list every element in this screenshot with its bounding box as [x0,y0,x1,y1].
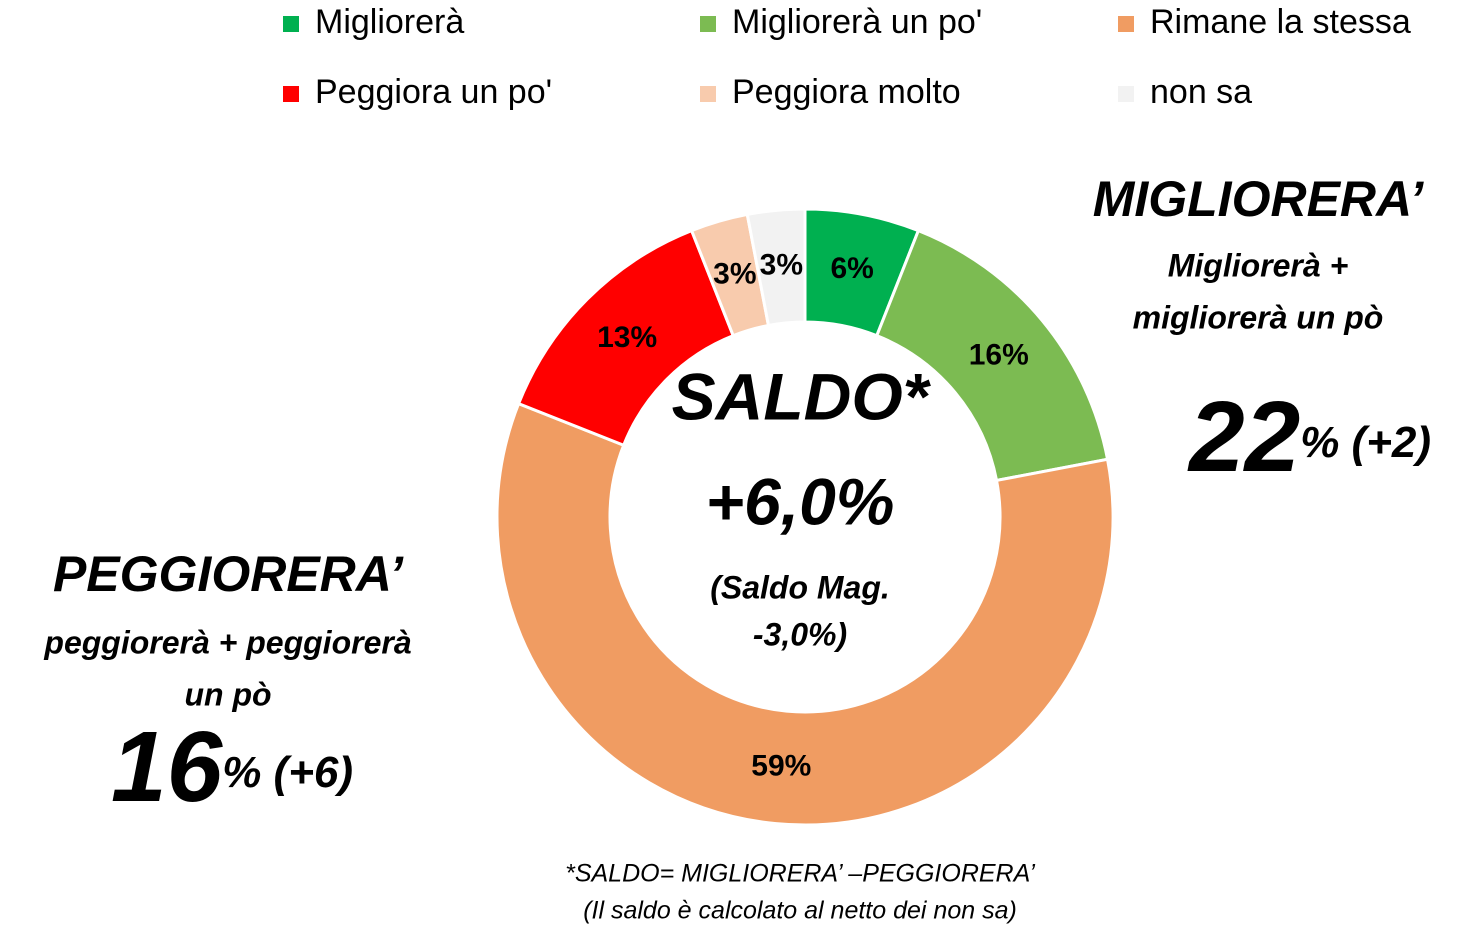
annotation-value: 22% (+2) [1187,381,1431,493]
legend-label: Peggiora molto [732,73,961,111]
legend-swatch [1118,86,1134,102]
data-label: 16% [969,339,1029,372]
data-label: 3% [713,257,756,290]
data-label: 6% [830,252,873,285]
center-title: SALDO* [672,359,932,433]
center-note: (Saldo Mag. [710,569,890,605]
legend-label: Rimane la stessa [1150,3,1411,41]
footnote: *SALDO= MIGLIORERA’ –PEGGIORERA’ [565,860,1035,888]
annotation-line: Migliorerà + [1168,247,1349,283]
donut-slice [745,207,807,328]
legend-label: Peggiora un po' [315,73,552,111]
annotation-big: 22 [1187,381,1300,493]
center-note: -3,0%) [753,616,847,652]
donut-slice [874,228,1110,483]
annotation-line: migliorerà un pò [1133,299,1384,335]
legend-swatch [700,16,716,32]
data-label: 3% [760,249,803,282]
annotation-value: 16% (+6) [111,711,353,823]
annotation-line: peggiorerà + peggiorerà [43,624,411,660]
data-label: 13% [597,321,657,354]
legend-swatch [283,86,299,102]
annotation-line: un pò [184,676,271,712]
annotation-title: MIGLIORERA’ [1093,171,1425,227]
center-value: +6,0% [706,464,895,538]
legend-label: Migliorerà un po' [732,3,982,41]
data-label: 59% [751,749,811,782]
annotation-big: 16 [111,711,224,823]
annotation-small: % (+6) [222,748,353,797]
donut-slice [495,401,1115,827]
legend-swatch [1118,16,1134,32]
footnote: (Il saldo è calcolato al netto dei non s… [583,897,1017,925]
legend-swatch [283,16,299,32]
legend-label: Migliorerà [315,3,464,41]
annotation-small: % (+2) [1300,418,1431,467]
legend-label: non sa [1150,73,1252,111]
annotation-title: PEGGIORERA’ [53,546,404,602]
legend-swatch [700,86,716,102]
